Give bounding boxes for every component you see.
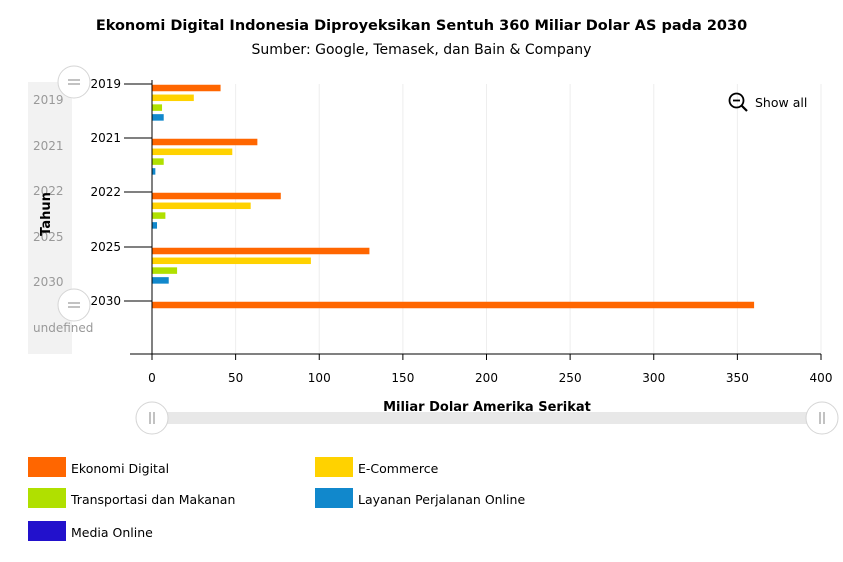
axes: 2019 2021 2022 2025 2030 0 50 100 150 200 250 300 35…	[90, 77, 832, 385]
bar	[152, 138, 258, 146]
x-tick-label: 200	[475, 371, 498, 385]
chart-subtitle: Sumber: Google, Temasek, dan Bain & Comp…	[251, 42, 592, 58]
x-axis-title: Miliar Dolar Amerika Serikat	[383, 400, 591, 415]
scrollbar-label: 2021	[33, 139, 64, 153]
legend: Ekonomi Digital E-Commerce Transportasi da…	[28, 457, 628, 557]
x-tick-label: 0	[148, 371, 156, 385]
scrollbar-label: 2025	[33, 230, 64, 244]
scrollbar-top-handle[interactable]	[57, 65, 91, 99]
legend-swatch	[315, 457, 353, 477]
bar	[152, 148, 233, 156]
bar	[152, 202, 251, 210]
horizontal-scrollbar[interactable]	[135, 401, 839, 435]
y-axis-title: Tahun	[39, 192, 54, 236]
bar	[152, 277, 169, 284]
bar	[152, 94, 194, 102]
legend-swatch	[315, 488, 353, 508]
handle-circle[interactable]	[805, 401, 839, 435]
bar	[152, 301, 755, 309]
y-tick-label: 2019	[90, 77, 121, 91]
bar	[152, 114, 164, 121]
scrollbar-label: undefined	[33, 321, 93, 335]
y-tick-label: 2021	[90, 131, 121, 145]
scrollbar-right-handle[interactable]	[805, 401, 839, 435]
legend-label: Layanan Perjalanan Online	[358, 492, 526, 507]
handle-circle[interactable]	[135, 401, 169, 435]
x-tick-label: 400	[810, 371, 833, 385]
legend-label: Transportasi dan Makanan	[71, 492, 236, 507]
bar	[152, 247, 370, 255]
handle-circle[interactable]	[57, 288, 91, 322]
bar	[152, 267, 178, 274]
legend-label: E-Commerce	[358, 461, 439, 476]
x-tick-label: 50	[228, 371, 243, 385]
scrollbar-label: 2019	[33, 93, 64, 107]
x-tick-label: 100	[308, 371, 331, 385]
bars	[152, 84, 755, 309]
y-tick-label: 2030	[90, 294, 121, 308]
bar	[152, 257, 311, 265]
bar	[152, 212, 166, 219]
x-tick-label: 250	[559, 371, 582, 385]
legend-label: Ekonomi Digital	[71, 461, 170, 476]
legend-swatch	[28, 521, 66, 541]
legend-swatch	[28, 457, 66, 477]
legend-swatch	[28, 488, 66, 508]
show-all-label: Show all	[755, 95, 808, 110]
scrollbar-bottom-handle[interactable]	[57, 288, 91, 322]
gridlines	[235, 84, 822, 354]
zoom-out-icon	[728, 92, 748, 112]
bar	[152, 104, 163, 111]
scrollbar-label: 2022	[33, 184, 64, 198]
bar	[152, 158, 164, 165]
bar	[152, 192, 281, 200]
bar	[152, 222, 158, 229]
scrollbar-left-handle[interactable]	[135, 401, 169, 435]
x-tick-label: 150	[391, 371, 414, 385]
scrollbar-label: 2030	[33, 275, 64, 289]
scrollbar-track[interactable]	[152, 412, 822, 424]
bar	[152, 168, 156, 175]
vertical-scrollbar[interactable]: 2019 2021 2022 2025 2030 undefined	[28, 65, 93, 354]
x-tick-label: 350	[726, 371, 749, 385]
bar	[152, 84, 221, 92]
y-tick-label: 2025	[90, 240, 121, 254]
y-tick-label: 2022	[90, 185, 121, 199]
handle-circle[interactable]	[57, 65, 91, 99]
legend-label: Media Online	[71, 525, 153, 540]
x-tick-label: 300	[642, 371, 665, 385]
chart-title: Ekonomi Digital Indonesia Diproyeksikan …	[95, 18, 748, 34]
